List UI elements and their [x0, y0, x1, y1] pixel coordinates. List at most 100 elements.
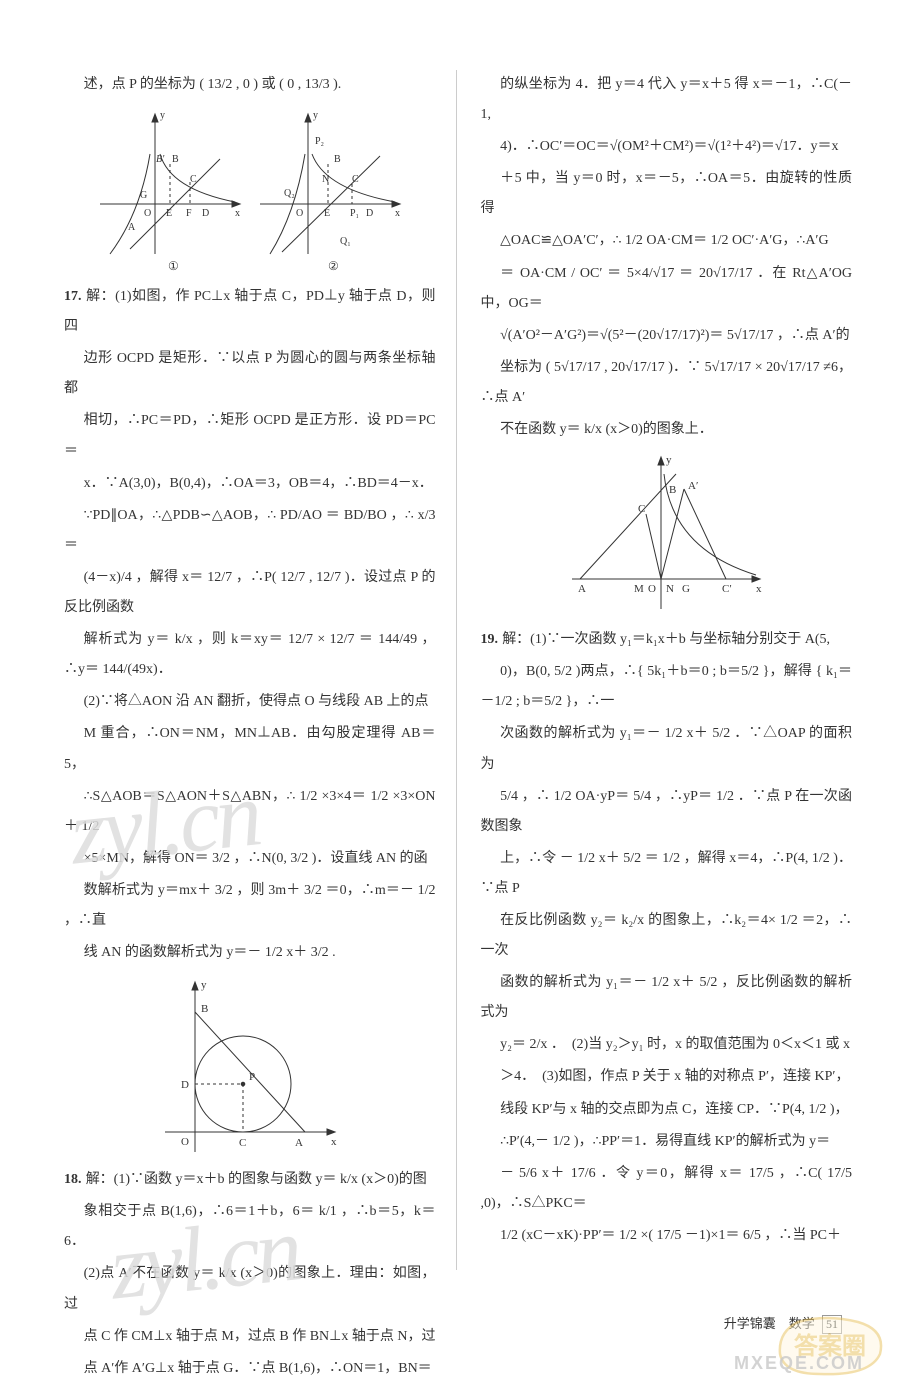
- q18-t0: 解：(1)∵函数 y＝x＋b 的图象与函数 y＝ k/x (x＞0)的图: [86, 1172, 427, 1187]
- pre17-line: 述，点 P 的坐标为 ( 13/2 , 0 ) 或 ( 0 , 13/3 ).: [64, 70, 436, 100]
- q19-line-2: 次函数的解析式为 y₁＝－ 1/2 x＋ 5/2 ．∵△OAP 的面积为: [481, 719, 853, 779]
- q19-line-3: 5/4 ，∴ 1/2 OA·yP＝ 5/4 ，∴yP＝ 1/2 ．∵点 P 在一…: [481, 782, 853, 842]
- q19-line-4: 上，∴令 － 1/2 x＋ 5/2 ＝ 1/2 ，解得 x＝4，∴P(4, 1/…: [481, 844, 853, 904]
- q17-line-8: M 重合，∴ON＝NM，MN⊥AB．由勾股定理得 AB＝5，: [64, 719, 436, 779]
- svg-text:y: y: [313, 110, 318, 121]
- cont-2: ＋5 中，当 y＝0 时，x＝－5，∴OA＝5．由旋转的性质得: [481, 164, 853, 224]
- q17-num: 17.: [64, 289, 86, 304]
- q19-line-5: 在反比例函数 y₂＝ k₂/x 的图象上，∴k₂＝4× 1/2 ＝2，∴一次: [481, 906, 853, 966]
- svg-text:P₂: P₂: [315, 136, 324, 147]
- cont-3: △OAC≌△OA′C′，∴ 1/2 OA·CM＝ 1/2 OC′·A′G，∴A′…: [481, 226, 853, 256]
- q17-line-0: 17.解：(1)如图，作 PC⊥x 轴于点 C，PD⊥y 轴于点 D，则四: [64, 282, 436, 342]
- q19-line-1: 0)，B(0, 5/2 )两点，∴{ 5k₁＋b＝0 ; b＝5/2 }，解得 …: [481, 657, 853, 717]
- svg-text:A: A: [128, 222, 136, 233]
- q17-line-7: (2)∵将△AON 沿 AN 翻折，使得点 O 与线段 AB 上的点: [64, 687, 436, 717]
- svg-text:O: O: [181, 1136, 189, 1148]
- q17-line-5: (4－x)/4 ，解得 x＝ 12/7 ，∴P( 12/7 , 12/7 )．设…: [64, 563, 436, 623]
- svg-text:D: D: [181, 1079, 189, 1091]
- cont-6: 坐标为 ( 5√17/17 , 20√17/17 )．∵ 5√17/17 × 2…: [481, 353, 853, 413]
- svg-text:C: C: [190, 174, 197, 185]
- q17-t0: 解：(1)如图，作 PC⊥x 轴于点 C，PD⊥y 轴于点 D，则四: [64, 289, 436, 334]
- q19-line-6: 函数的解析式为 y₁＝－ 1/2 x＋ 5/2 ，反比例函数的解析式为: [481, 968, 853, 1028]
- q18-line-5: 6．∵△OAC 与 △OAB 的面积比为 2 : 3，∴ S△OAC / S△O…: [64, 1386, 436, 1390]
- right-column: 的纵坐标为 4．把 y＝4 代入 y＝x＋5 得 x＝－1，∴C(－1, 4)．…: [456, 70, 853, 1270]
- page-root: zyl.cn zyl.cn 述，点 P 的坐标为 ( 13/2 , 0 ) 或 …: [0, 0, 900, 1390]
- svg-text:O: O: [296, 208, 303, 219]
- svg-text:P: P: [249, 1071, 255, 1083]
- svg-text:C: C: [638, 503, 645, 515]
- svg-text:F: F: [186, 208, 192, 219]
- fig3-svg: x y C B A′ A: [566, 449, 766, 617]
- svg-text:N: N: [666, 583, 674, 595]
- svg-text:P₁: P₁: [350, 208, 359, 219]
- svg-text:B: B: [334, 154, 341, 165]
- svg-text:C′: C′: [722, 583, 732, 595]
- two-column-layout: 述，点 P 的坐标为 ( 13/2 , 0 ) 或 ( 0 , 13/3 ). …: [0, 0, 900, 1390]
- q18-line-1: 象相交于点 B(1,6)，∴6＝1＋b，6＝ k/1 ，∴b＝5，k＝6．: [64, 1197, 436, 1257]
- q17-line-3: x．∵A(3,0)，B(0,4)，∴OA＝3，OB＝4，∴BD＝4－x．: [64, 469, 436, 499]
- q17-line-10: ×5×MN，解得 ON＝ 3/2 ，∴N(0, 3/2 )．设直线 AN 的函: [64, 844, 436, 874]
- q18-line-0: 18.解：(1)∵函数 y＝x＋b 的图象与函数 y＝ k/x (x＞0)的图: [64, 1165, 436, 1195]
- svg-text:O: O: [648, 583, 656, 595]
- svg-text:x: x: [331, 1136, 337, 1148]
- svg-text:x: x: [756, 583, 762, 595]
- figure-17-bottom: x y O B D P C A: [64, 972, 436, 1157]
- cont-4: ＝ OA·CM / OC′ ＝ 5×4/√17 ＝ 20√17/17 ．在 Rt…: [481, 259, 853, 319]
- figure-18: x y C B A′ A: [481, 449, 853, 617]
- svg-text:②: ②: [328, 259, 339, 273]
- svg-text:B: B: [669, 484, 676, 496]
- q19-line-12: 1/2 (xC－xK)·PP′＝ 1/2 ×( 17/5 －1)×1＝ 6/5 …: [481, 1221, 853, 1251]
- q18-line-3: 点 C 作 CM⊥x 轴于点 M，过点 B 作 BN⊥x 轴于点 N，过: [64, 1322, 436, 1352]
- q19-line-9: 线段 KP′与 x 轴的交点即为点 C，连接 CP．∵P(4, 1/2 )，: [481, 1095, 853, 1125]
- cont-0: 的纵坐标为 4．把 y＝4 代入 y＝x＋5 得 x＝－1，∴C(－1,: [481, 70, 853, 130]
- q19-line-7: y₂＝ 2/x ． (2)当 y₂＞y₁ 时，x 的取值范围为 0＜x＜1 或 …: [481, 1030, 853, 1060]
- q19-num: 19.: [481, 632, 503, 647]
- svg-text:Q₂: Q₂: [284, 188, 295, 199]
- q18-num: 18.: [64, 1172, 86, 1187]
- svg-text:D: D: [202, 208, 209, 219]
- svg-text:G: G: [140, 190, 147, 201]
- svg-text:A′: A′: [688, 480, 698, 492]
- q17-line-2: 相切，∴PC＝PD，∴矩形 OCPD 是正方形．设 PD＝PC＝: [64, 406, 436, 466]
- svg-text:M: M: [634, 583, 644, 595]
- q19-line-10: ∴P′(4,－ 1/2 )，∴PP′＝1．易得直线 KP′的解析式为 y＝: [481, 1127, 853, 1157]
- figure-17-top: x y B B' C: [64, 104, 436, 274]
- cont-7: 不在函数 y＝ k/x (x＞0)的图象上．: [481, 415, 853, 445]
- q17-line-4: ∵PD∥OA，∴△PDB∽△AOB，∴ PD/AO ＝ BD/BO ，∴ x/3…: [64, 501, 436, 561]
- q17-line-11: 数解析式为 y＝mx＋ 3/2 ，则 3m＋ 3/2 ＝0，∴m＝－ 1/2 ，…: [64, 876, 436, 936]
- svg-text:y: y: [666, 454, 672, 466]
- q17-line-12: 线 AN 的函数解析式为 y＝－ 1/2 x＋ 3/2 .: [64, 938, 436, 968]
- q19-line-11: － 5/6 x＋ 17/6 ．令 y＝0，解得 x＝ 17/5 ，∴C( 17/…: [481, 1159, 853, 1219]
- svg-text:C: C: [352, 174, 359, 185]
- svg-text:C: C: [239, 1137, 246, 1149]
- fig1-svg: x y B B' C: [90, 104, 410, 274]
- svg-text:A: A: [295, 1137, 303, 1149]
- svg-text:B: B: [201, 1003, 208, 1015]
- fig2-svg: x y O B D P C A: [155, 972, 345, 1157]
- svg-text:①: ①: [168, 259, 179, 273]
- q18-line-4: 点 A′作 A′G⊥x 轴于点 G．∵点 B(1,6)，∴ON＝1，BN＝: [64, 1354, 436, 1384]
- q17-line-9: ∴S△AOB＝S△AON＋S△ABN，∴ 1/2 ×3×4＝ 1/2 ×3×ON…: [64, 782, 436, 842]
- svg-text:B: B: [172, 154, 179, 165]
- svg-text:N: N: [322, 174, 329, 185]
- svg-text:O: O: [144, 208, 151, 219]
- q18-line-2: (2)点 A′不在函数 y＝ k/x (x＞0)的图象上．理由：如图，过: [64, 1259, 436, 1319]
- svg-text:D: D: [366, 208, 373, 219]
- svg-text:x: x: [395, 208, 400, 219]
- svg-text:A: A: [578, 583, 586, 595]
- site-watermark: MXEQE.COM: [734, 1353, 864, 1374]
- svg-text:y: y: [201, 979, 207, 991]
- cont-5: √(A′O²－A′G²)＝√(5²－(20√17/17)²)＝ 5√17/17 …: [481, 321, 853, 351]
- svg-text:Q₁: Q₁: [340, 236, 351, 247]
- q17-line-6: 解析式为 y＝ k/x ，则 k＝xy＝ 12/7 × 12/7 ＝ 144/4…: [64, 625, 436, 685]
- q17-line-1: 边形 OCPD 是矩形．∵以点 P 为圆心的圆与两条坐标轴都: [64, 344, 436, 404]
- q19-t0: 解：(1)∵一次函数 y₁＝k₁x＋b 与坐标轴分别交于 A(5,: [502, 632, 830, 647]
- svg-text:E: E: [324, 208, 330, 219]
- q19-line-0: 19.解：(1)∵一次函数 y₁＝k₁x＋b 与坐标轴分别交于 A(5,: [481, 625, 853, 655]
- svg-text:G: G: [682, 583, 690, 595]
- left-column: 述，点 P 的坐标为 ( 13/2 , 0 ) 或 ( 0 , 13/3 ). …: [64, 70, 456, 1270]
- svg-text:E: E: [166, 208, 172, 219]
- cont-1: 4)．∴OC′＝OC＝√(OM²＋CM²)＝√(1²＋4²)＝√17．y＝x: [481, 132, 853, 162]
- svg-text:x: x: [235, 208, 240, 219]
- svg-text:y: y: [160, 110, 165, 121]
